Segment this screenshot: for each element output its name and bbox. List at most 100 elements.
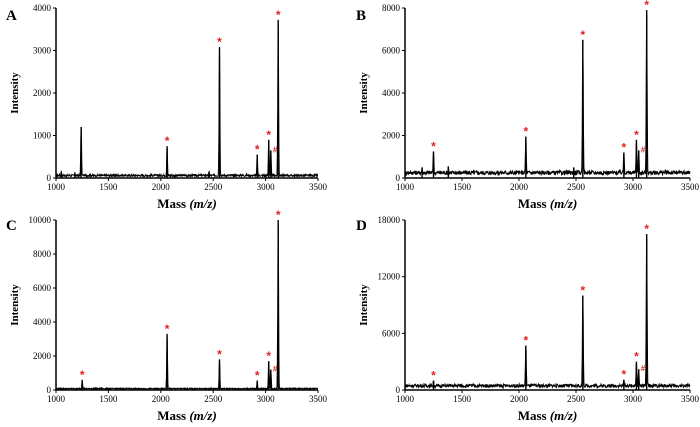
y-tick-label: 6000: [382, 328, 401, 338]
peak-asterisk: *: [217, 35, 222, 49]
peak-asterisk: *: [276, 8, 281, 22]
peak-asterisk: *: [581, 28, 586, 42]
y-tick-label: 0: [396, 173, 401, 183]
peak-hash: #: [641, 145, 646, 154]
x-tick-label: 2500: [567, 182, 586, 192]
x-tick-label: 2500: [204, 182, 223, 192]
x-tick-label: 1000: [47, 182, 66, 192]
y-tick-label: 8000: [382, 3, 401, 13]
x-axis-title-text: Mass: [157, 196, 189, 211]
y-tick-label: 3000: [33, 46, 52, 56]
x-tick-label: 1500: [99, 182, 118, 192]
spectrum-trace: [404, 238, 691, 390]
x-axis-title-text: Mass: [157, 408, 189, 423]
x-tick-label: 2000: [510, 394, 529, 404]
peak-asterisk: *: [217, 347, 222, 361]
y-axis-title: Intensity: [358, 284, 370, 326]
panel-letter: B: [356, 8, 366, 24]
peak-hash: #: [273, 145, 278, 154]
peak-asterisk: *: [524, 125, 529, 139]
x-axis-title-unit: (m/z): [189, 408, 216, 423]
panel-b: B******#1000 1500 2000 2500 3000 350002000400…: [356, 0, 700, 211]
y-axis-title: Intensity: [358, 72, 370, 114]
x-axis-title: Mass (m/z): [518, 196, 578, 211]
peak-asterisk: *: [431, 139, 436, 153]
x-tick-label: 1000: [396, 182, 415, 192]
x-axis-title-text: Mass: [518, 408, 550, 423]
spectrum-trace: [404, 15, 691, 177]
peak-asterisk: *: [644, 222, 649, 236]
panel-letter: A: [6, 8, 17, 24]
peak-asterisk: *: [266, 128, 271, 142]
x-axis-title: Mass (m/z): [157, 196, 217, 211]
y-tick-label: 2000: [33, 88, 52, 98]
peak-asterisk: *: [581, 284, 586, 298]
peak-asterisk: *: [644, 0, 649, 12]
peak-hash: #: [273, 365, 278, 374]
peak-asterisk: *: [255, 369, 260, 383]
x-axis-title-unit: (m/z): [550, 408, 577, 423]
peak-asterisk: *: [622, 141, 627, 155]
x-tick-label: 3000: [257, 182, 276, 192]
y-axis-title: Intensity: [9, 72, 21, 114]
y-tick-label: 2000: [33, 351, 52, 361]
x-tick-label: 1500: [453, 182, 472, 192]
x-tick-label: 1000: [396, 394, 415, 404]
x-axis-title-unit: (m/z): [189, 196, 216, 211]
y-tick-label: 8000: [33, 249, 52, 259]
y-tick-label: 0: [396, 385, 401, 395]
x-tick-label: 2000: [152, 394, 171, 404]
x-axis-title-unit: (m/z): [550, 196, 577, 211]
panel-c: C******#1000 1500 2000 2500 3000 350002000400…: [6, 208, 328, 423]
peak-asterisk: *: [431, 369, 436, 383]
y-tick-label: 6000: [382, 46, 401, 56]
y-tick-label: 1000: [33, 131, 52, 141]
peak-asterisk: *: [524, 334, 529, 348]
panel-letter: C: [6, 218, 17, 234]
panel-d: D******#1000 1500 2000 2500 3000 350006000120…: [356, 215, 700, 423]
peak-asterisk: *: [634, 128, 639, 142]
peak-asterisk: *: [622, 368, 627, 382]
peak-asterisk: *: [276, 208, 281, 222]
y-tick-label: 6000: [33, 283, 52, 293]
peak-asterisk: *: [634, 350, 639, 364]
y-tick-label: 0: [47, 173, 52, 183]
y-tick-label: 12000: [378, 272, 401, 282]
x-tick-label: 3000: [624, 182, 643, 192]
x-tick-label: 3500: [309, 182, 328, 192]
peak-asterisk: *: [165, 134, 170, 148]
peak-hash: #: [641, 364, 646, 373]
x-tick-label: 2500: [567, 394, 586, 404]
peak-asterisk: *: [165, 322, 170, 336]
y-tick-label: 4000: [382, 88, 401, 98]
x-tick-label: 3500: [309, 394, 328, 404]
x-tick-label: 2000: [510, 182, 529, 192]
x-tick-label: 1500: [99, 394, 118, 404]
y-axis-title: Intensity: [9, 284, 21, 326]
x-axis-title: Mass (m/z): [518, 408, 578, 423]
x-tick-label: 3500: [681, 394, 700, 404]
y-tick-label: 18000: [378, 215, 401, 225]
x-axis-title: Mass (m/z): [157, 408, 217, 423]
peak-asterisk: *: [255, 143, 260, 157]
x-tick-label: 1500: [453, 394, 472, 404]
x-axis-title-text: Mass: [518, 196, 550, 211]
x-tick-label: 1000: [47, 394, 66, 404]
x-tick-label: 3500: [681, 182, 700, 192]
x-tick-label: 3000: [624, 394, 643, 404]
y-tick-label: 0: [47, 385, 52, 395]
peak-asterisk: *: [266, 349, 271, 363]
y-tick-label: 4000: [33, 317, 52, 327]
x-tick-label: 3000: [257, 394, 276, 404]
panel-a: A*****#1000 1500 2000 2500 3000 3500010002000…: [6, 3, 328, 211]
peak-asterisk: *: [80, 368, 85, 382]
x-tick-label: 2500: [204, 394, 223, 404]
x-tick-label: 2000: [152, 182, 171, 192]
y-tick-label: 10000: [29, 215, 52, 225]
spectrum-trace: [55, 225, 319, 391]
panel-letter: D: [356, 218, 367, 234]
y-tick-label: 4000: [33, 3, 52, 13]
y-tick-label: 2000: [382, 131, 401, 141]
spectrum-trace: [55, 24, 319, 179]
